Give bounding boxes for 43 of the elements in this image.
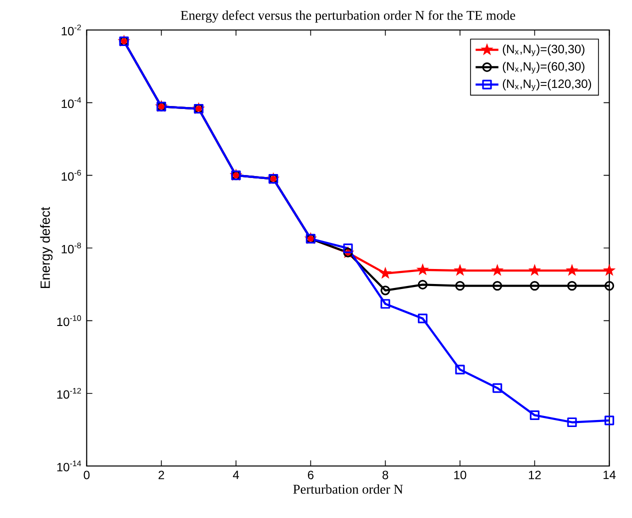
y-tick-label: 10$^{-12}$ bbox=[57, 388, 81, 399]
point bbox=[418, 314, 428, 324]
point bbox=[455, 364, 465, 374]
point bbox=[566, 264, 578, 276]
x-tick-label: 2 bbox=[158, 470, 164, 480]
x-tick-label: 4 bbox=[232, 470, 239, 479]
y-tick-label: 10$^{-6}$ bbox=[62, 170, 81, 181]
y-axis-title: Energy defect bbox=[40, 206, 53, 288]
point bbox=[378, 266, 392, 279]
point bbox=[343, 244, 353, 254]
point bbox=[418, 280, 428, 290]
point bbox=[380, 286, 390, 296]
y-tick-label: 10$^{-2}$ bbox=[62, 24, 81, 36]
point bbox=[528, 264, 542, 276]
point bbox=[492, 383, 502, 393]
x-tick-label: 6 bbox=[308, 470, 314, 480]
point bbox=[604, 281, 614, 291]
y-tick-label: 10$^{-4}$ bbox=[62, 97, 82, 108]
x-axis-title: Perturbation order N bbox=[293, 484, 403, 494]
point bbox=[454, 264, 466, 276]
point bbox=[530, 410, 540, 420]
x-tick-label: 14 bbox=[604, 470, 616, 479]
y-tick-label: 10$^{-14}$ bbox=[57, 460, 82, 472]
x-tick-label: 8 bbox=[382, 470, 388, 480]
x-tick-label: 10 bbox=[454, 470, 466, 480]
point bbox=[380, 299, 390, 309]
x-tick-label: 0 bbox=[84, 470, 90, 480]
x-tick-label: 12 bbox=[528, 470, 541, 480]
point bbox=[604, 416, 614, 426]
y-tick-label: 10$^{-10}$ bbox=[57, 315, 81, 326]
point bbox=[567, 417, 577, 428]
point bbox=[567, 281, 577, 291]
point bbox=[602, 264, 616, 276]
chart-title: Energy defect versus the perturbation order N for the TE mode bbox=[180, 10, 516, 23]
point bbox=[455, 281, 465, 291]
legend-label: (N$_{x}$,N$_{y}$)=(120,30) bbox=[502, 79, 592, 91]
y-tick-label: 10$^{-8}$ bbox=[62, 242, 81, 254]
point bbox=[490, 264, 504, 276]
point bbox=[492, 281, 502, 291]
point bbox=[530, 281, 540, 291]
legend-label: (N$_{x}$,N$_{y}$)=(30,30) bbox=[502, 44, 584, 56]
legend-label: (N$_{x}$,N$_{y}$)=(60,30) bbox=[502, 62, 584, 74]
point bbox=[416, 263, 430, 276]
